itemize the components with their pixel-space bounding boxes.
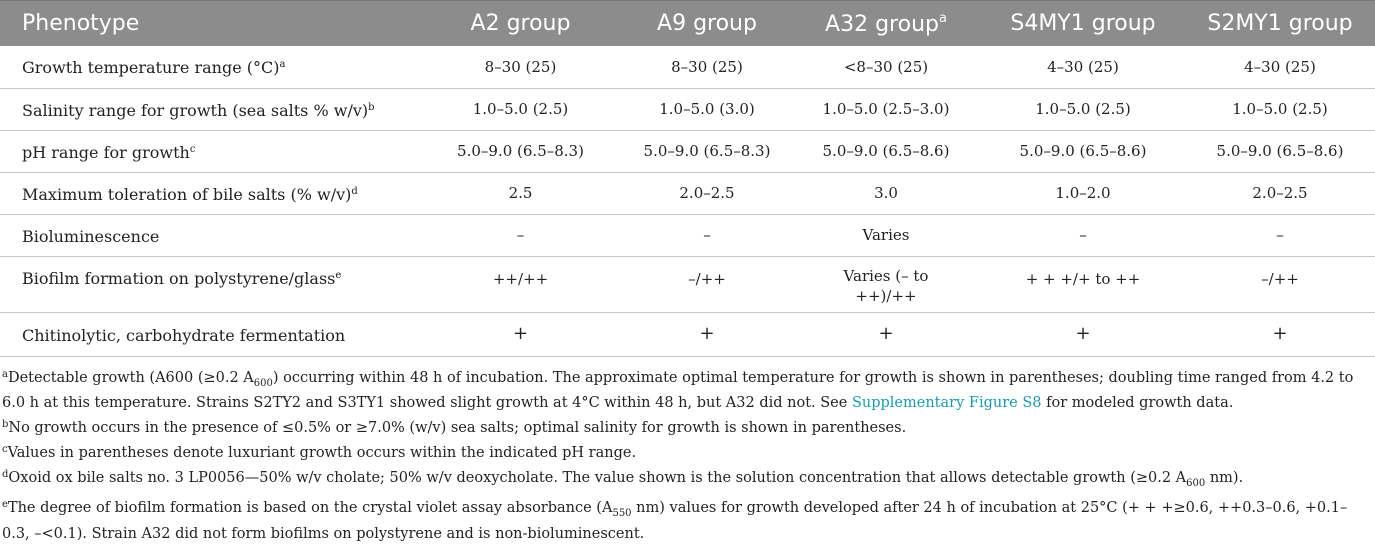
footnote-mark: a [938,10,947,26]
table-row: pH range for growthc 5.0–9.0 (6.5–8.3) 5… [0,130,1375,173]
header-s2my1-group: S2MY1 group [1185,0,1375,46]
header-s4my1-group: S4MY1 group [981,0,1185,46]
table-cell: + [981,312,1185,357]
row-label: pH range for growthc [0,130,418,173]
table-row: Maximum toleration of bile salts (% w/v)… [0,172,1375,215]
table-row: Bioluminescence – – Varies – – [0,214,1375,257]
table-cell: + [1185,312,1375,357]
table-cell: + [418,312,623,357]
table-row: Salinity range for growth (sea salts % w… [0,88,1375,131]
table-cell: 5.0–9.0 (6.5–8.6) [1185,130,1375,173]
footnote-a: aDetectable growth (A600 (≥0.2 A600) occ… [2,368,1354,412]
footnote-c: cValues in parentheses denote luxuriant … [2,444,637,462]
table-row: Growth temperature range (°C)a 8–30 (25)… [0,46,1375,89]
table-cell: 5.0–9.0 (6.5–8.3) [623,130,791,173]
table-cell: – [1185,214,1375,257]
table-cell: 5.0–9.0 (6.5–8.6) [791,130,981,173]
table-cell: 8–30 (25) [623,46,791,89]
phenotype-table: Phenotype A2 group A9 group A32 groupa S… [0,0,1375,357]
table-cell: + + +/+ to ++ [981,256,1185,313]
header-phenotype: Phenotype [0,0,418,46]
document: Phenotype A2 group A9 group A32 groupa S… [0,0,1375,546]
table-cell: 8–30 (25) [418,46,623,89]
table-cell: 1.0–5.0 (2.5–3.0) [791,88,981,131]
table-cell: –/++ [1185,256,1375,313]
row-label: Maximum toleration of bile salts (% w/v)… [0,172,418,215]
table-cell: Varies [791,214,981,257]
footnotes: aDetectable growth (A600 (≥0.2 A600) occ… [0,357,1375,546]
table-cell: + [791,312,981,357]
table-cell: 5.0–9.0 (6.5–8.3) [418,130,623,173]
table-cell: – [418,214,623,257]
row-label: Chitinolytic, carbohydrate fermentation [0,312,418,357]
footnote-e: eThe degree of biofilm formation is base… [2,499,1348,543]
header-a32-group: A32 groupa [791,0,981,46]
table-cell: 2.0–2.5 [1185,172,1375,215]
table-cell: 2.0–2.5 [623,172,791,215]
table-row: Biofilm formation on polystyrene/glasse … [0,256,1375,313]
row-label: Growth temperature range (°C)a [0,46,418,89]
row-label: Bioluminescence [0,214,418,257]
table-cell: 5.0–9.0 (6.5–8.6) [981,130,1185,173]
table-cell: Varies (– to ++)/++ [791,256,981,313]
table-cell: 1.0–2.0 [981,172,1185,215]
table-cell: 2.5 [418,172,623,215]
header-a9-group: A9 group [623,0,791,46]
footnote-b: bNo growth occurs in the presence of ≤0.… [2,419,907,437]
row-label: Biofilm formation on polystyrene/glasse [0,256,418,313]
table-cell: 1.0–5.0 (2.5) [418,88,623,131]
supplementary-figure-link[interactable]: Supplementary Figure S8 [851,395,1042,412]
footnote-d: dOxoid ox bile salts no. 3 LP0056—50% w/… [2,469,1244,490]
row-label: Salinity range for growth (sea salts % w… [0,88,418,131]
table-row: Chitinolytic, carbohydrate fermentation … [0,312,1375,357]
table-cell: + [623,312,791,357]
table-cell: – [981,214,1185,257]
table-cell: ++/++ [418,256,623,313]
header-a2-group: A2 group [418,0,623,46]
table-cell: 4–30 (25) [981,46,1185,89]
table-cell: 1.0–5.0 (3.0) [623,88,791,131]
table-cell: 1.0–5.0 (2.5) [981,88,1185,131]
table-cell: 1.0–5.0 (2.5) [1185,88,1375,131]
table-cell: 4–30 (25) [1185,46,1375,89]
table-cell: <8–30 (25) [791,46,981,89]
table-cell: –/++ [623,256,791,313]
table-cell: – [623,214,791,257]
table-header-row: Phenotype A2 group A9 group A32 groupa S… [0,0,1375,46]
table-cell: 3.0 [791,172,981,215]
